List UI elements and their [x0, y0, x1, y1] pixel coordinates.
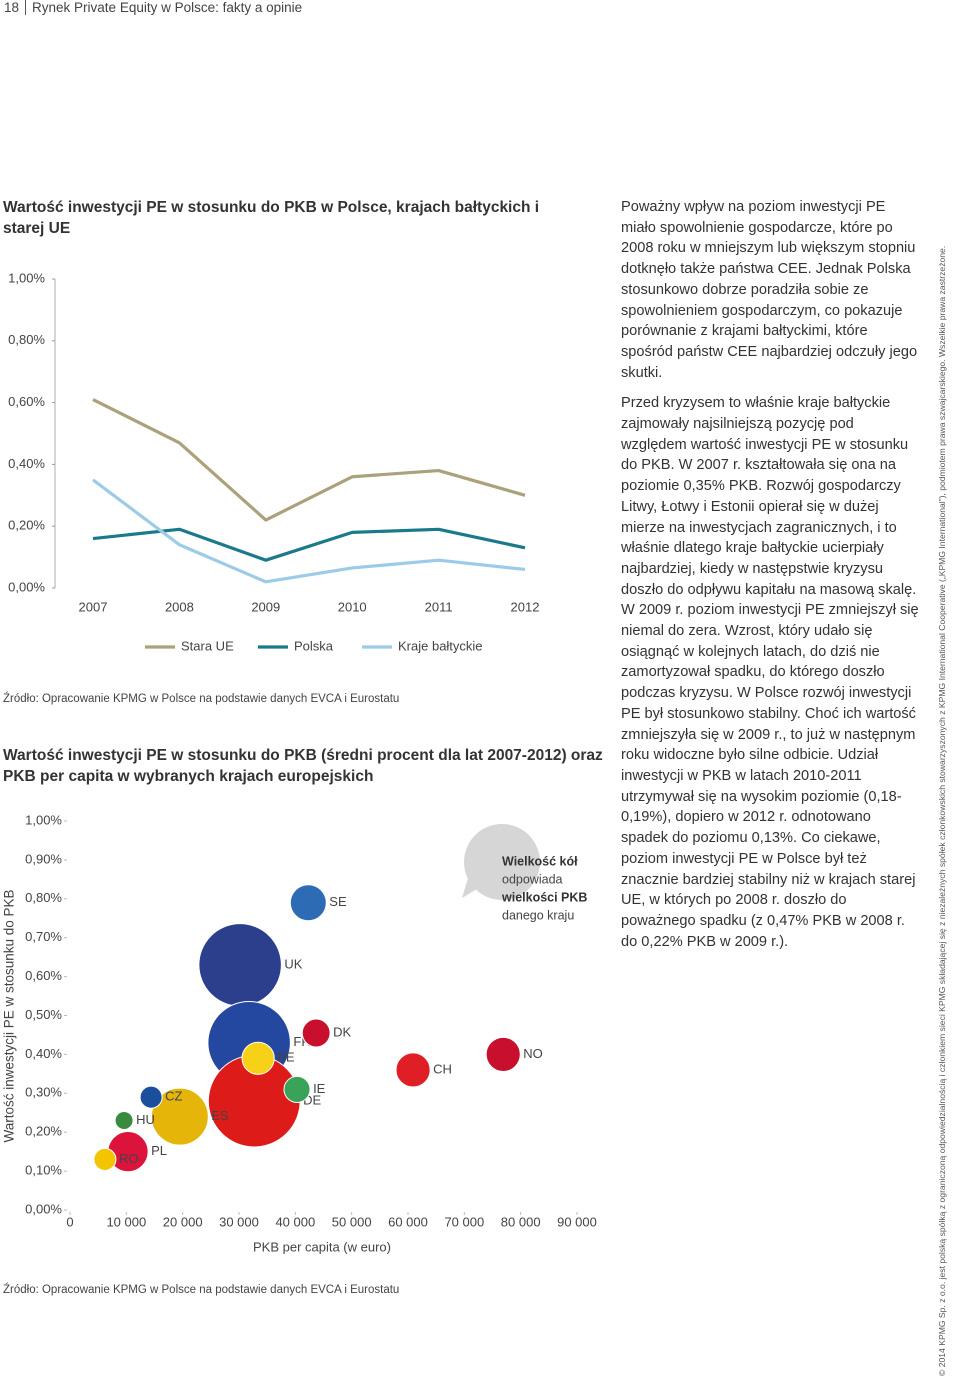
x-tick-label: 90 000 — [557, 1214, 597, 1229]
legend-label: Kraje bałtyckie — [398, 638, 483, 653]
annotation-bubble — [464, 824, 540, 900]
y-tick-label: 0,50% — [25, 1007, 62, 1022]
bubble-label: HU — [136, 1112, 155, 1127]
page-header: 18 Rynek Private Equity w Polsce: fakty a… — [4, 0, 302, 15]
y-tick-label: 0,80% — [8, 332, 45, 347]
y-tick-label: 1,00% — [25, 812, 62, 827]
bubble-label: NO — [523, 1046, 543, 1061]
header-title: Rynek Private Equity w Polsce: fakty a o… — [32, 0, 303, 15]
x-tick-label: 0 — [66, 1214, 73, 1229]
y-tick-label: 1,00% — [8, 270, 45, 285]
bubble-label: ES — [211, 1108, 229, 1123]
bubble — [395, 1052, 431, 1088]
annotation-bubble — [462, 878, 482, 898]
y-tick-label: 0,30% — [25, 1085, 62, 1100]
x-tick-label: 2011 — [425, 599, 453, 614]
bubble — [283, 1075, 311, 1103]
legend-label: Stara UE — [181, 638, 234, 653]
x-tick-label: 50 000 — [332, 1214, 372, 1229]
y-tick-label: 0,90% — [25, 851, 62, 866]
annotation: wielkości PKB — [501, 890, 587, 904]
page-number: 18 — [4, 0, 27, 15]
y-tick-label: 0,70% — [25, 929, 62, 944]
y-tick-label: 0,40% — [8, 456, 45, 471]
bubble-label: CH — [433, 1061, 452, 1076]
bubble — [150, 1087, 209, 1146]
chart-title: Wartość inwestycji PE w stosunku do PKB … — [3, 199, 540, 237]
bubble — [93, 1147, 117, 1171]
y-tick-label: 0,60% — [8, 394, 45, 409]
x-tick-label: 2008 — [165, 599, 194, 614]
bubble-label: UK — [284, 956, 302, 971]
bubble — [289, 884, 327, 922]
x-tick-label: 60 000 — [388, 1214, 428, 1229]
y-tick-label: 0,10% — [25, 1163, 62, 1178]
series-line — [92, 478, 526, 584]
footer: © 2014 KPMG Sp. z o.o. jest polską spółk… — [937, 245, 947, 1376]
y-tick-label: 0,20% — [25, 1124, 62, 1139]
x-tick-label: 70 000 — [444, 1214, 484, 1229]
y-axis-label: Wartość inwestycji PE w stosunku do PKB — [2, 889, 17, 1142]
bubble-label: BE — [277, 1050, 295, 1065]
chart-source: Źródło: Opracowanie KPMG w Polsce na pod… — [3, 1284, 400, 1296]
x-tick-label: 2012 — [511, 599, 540, 614]
bubble — [301, 1018, 331, 1048]
bubble-label: SE — [329, 894, 347, 909]
bubble-label: DK — [333, 1024, 351, 1039]
x-axis-label: PKB per capita (w euro) — [253, 1239, 391, 1254]
x-tick-label: 10 000 — [106, 1214, 146, 1229]
bubble-label: PL — [151, 1143, 167, 1158]
y-tick-label: 0,00% — [8, 579, 45, 594]
x-tick-label: 2009 — [251, 599, 280, 614]
y-tick-label: 0,80% — [25, 890, 62, 905]
y-tick-label: 0,20% — [8, 518, 45, 533]
bubble — [241, 1041, 275, 1075]
paragraph: Poważny wpływ na poziom inwestycji PE mi… — [621, 199, 918, 381]
legend-label: Polska — [294, 638, 334, 653]
chart-source: Źródło: Opracowanie KPMG w Polsce na pod… — [3, 693, 400, 705]
x-tick-label: 2010 — [338, 599, 367, 614]
chart-title: Wartość inwestycji PE w stosunku do PKB … — [3, 747, 603, 785]
x-tick-label: 40 000 — [275, 1214, 315, 1229]
y-tick-label: 0,40% — [25, 1046, 62, 1061]
annotation: odpowiada — [502, 872, 563, 886]
x-tick-label: 30 000 — [219, 1214, 259, 1229]
bubble — [139, 1085, 163, 1109]
paragraph: Przed kryzysem to właśnie kraje bałtycki… — [621, 395, 919, 950]
bubble-label: CZ — [165, 1089, 182, 1104]
bubble — [485, 1036, 521, 1072]
annotation: Wielkość kół — [502, 854, 578, 868]
x-tick-label: 20 000 — [163, 1214, 203, 1229]
bubble — [114, 1111, 134, 1131]
x-tick-label: 80 000 — [501, 1214, 541, 1229]
bubble-label: IE — [313, 1081, 326, 1096]
bubble — [198, 923, 282, 1007]
series-line — [92, 527, 526, 562]
x-tick-label: 2007 — [79, 599, 108, 614]
series-line — [92, 398, 526, 522]
bubble-label: RO — [119, 1151, 139, 1166]
text-column: Poważny wpływ na poziom inwestycji PE mi… — [621, 197, 921, 962]
y-tick-label: 0,00% — [25, 1201, 62, 1216]
annotation: danego kraju — [502, 908, 574, 922]
y-tick-label: 0,60% — [25, 968, 62, 983]
